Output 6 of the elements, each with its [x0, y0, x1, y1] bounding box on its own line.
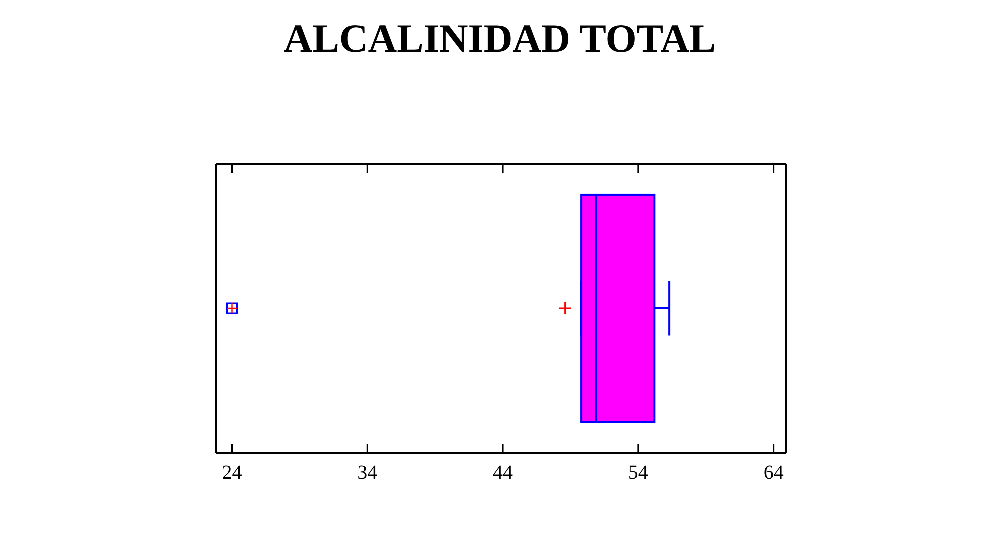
chart-title: ALCALINIDAD TOTAL — [284, 16, 716, 61]
x-tick-label: 24 — [222, 462, 242, 484]
x-tick-label: 44 — [493, 462, 514, 484]
x-tick-label: 54 — [628, 462, 648, 484]
x-tick-label: 64 — [764, 462, 784, 484]
x-tick-label: 34 — [358, 462, 378, 484]
